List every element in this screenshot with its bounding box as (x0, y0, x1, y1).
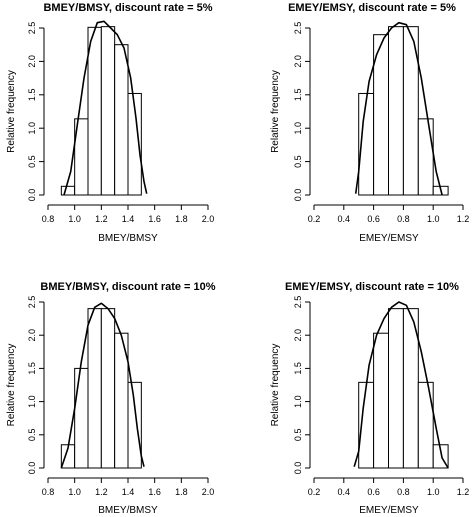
y-tick-label: 2.0 (27, 55, 37, 68)
y-tick-label: 2.0 (293, 55, 303, 68)
x-tick-label: 0.2 (308, 214, 321, 224)
x-tick-label: 1.2 (95, 214, 108, 224)
y-tick-label: 1.0 (293, 122, 303, 135)
y-tick-label: 0.0 (27, 462, 37, 475)
x-axis-label: BMEY/BMSY (98, 505, 158, 516)
y-tick-label: 0.0 (293, 462, 303, 475)
histogram-bar (100, 26, 116, 196)
density-curve (63, 20, 148, 196)
y-tick-label: 2.0 (293, 329, 303, 342)
density-curve (354, 21, 443, 196)
x-tick-label: 1.8 (175, 214, 188, 224)
y-tick-label: 2.0 (27, 329, 37, 342)
y-tick-label: 1.5 (27, 362, 37, 375)
x-tick-label: 1.0 (68, 214, 81, 224)
y-tick-label: 2.5 (293, 22, 303, 35)
y-tick-label: 0.0 (27, 189, 37, 202)
histogram-bar (87, 308, 102, 469)
chart-title: EMEY/EMSY, discount rate = 10% (285, 281, 459, 293)
x-axis-label: EMEY/EMSY (359, 505, 419, 516)
histogram-bar (87, 26, 102, 196)
y-tick-label: 0.5 (293, 155, 303, 168)
y-tick-label: 2.5 (27, 296, 37, 309)
y-tick-label: 1.0 (293, 395, 303, 408)
x-tick-label: 0.8 (397, 487, 410, 497)
y-tick-label: 1.0 (27, 122, 37, 135)
x-tick-label: 2.0 (202, 487, 215, 497)
y-tick-label: 0.5 (27, 155, 37, 168)
histogram-bar (417, 381, 434, 469)
y-axis-label: Relative frequency (270, 70, 281, 153)
x-tick-label: 1.4 (122, 214, 135, 224)
y-axis-label: Relative frequency (270, 344, 281, 427)
x-tick-label: 2.0 (202, 214, 215, 224)
histogram-bar (417, 118, 434, 196)
y-tick-label: 1.0 (27, 395, 37, 408)
y-tick-label: 0.5 (293, 429, 303, 442)
x-tick-label: 0.8 (42, 487, 55, 497)
x-tick-label: 0.8 (42, 214, 55, 224)
y-tick-label: 1.5 (27, 89, 37, 102)
x-tick-label: 1.2 (95, 487, 108, 497)
histogram-bar (388, 26, 404, 196)
y-tick-label: 2.5 (293, 296, 303, 309)
density-curve (353, 301, 449, 469)
histogram-bar (127, 92, 142, 196)
x-tick-label: 0.4 (338, 487, 351, 497)
x-tick-label: 1.0 (427, 487, 440, 497)
y-axis-label: Relative frequency (6, 344, 17, 427)
x-tick-label: 0.8 (397, 214, 410, 224)
chart-panel-1: BMEY/BMSY, discount rate = 5% 0.8 1.0 1.2 1.… (6, 2, 214, 244)
y-tick-label: 0.0 (293, 189, 303, 202)
y-tick-label: 1.5 (293, 362, 303, 375)
histogram-bar (127, 381, 142, 469)
x-tick-label: 1.2 (457, 214, 470, 224)
x-tick-label: 1.8 (175, 487, 188, 497)
x-tick-label: 0.4 (338, 214, 351, 224)
x-tick-label: 1.6 (148, 214, 161, 224)
x-tick-label: 1.0 (68, 487, 81, 497)
x-tick-label: 0.6 (367, 214, 380, 224)
chart-panel-2: EMEY/EMSY, discount rate = 5% 0.2 0.4 0.6 0.… (270, 2, 469, 244)
chart-title: BMEY/BMSY, discount rate = 5% (43, 2, 212, 14)
chart-panel-4: EMEY/EMSY, discount rate = 10% 0.2 0.4 0.6 0… (270, 281, 469, 516)
histogram-bar (100, 308, 116, 469)
histogram-bar (114, 44, 129, 196)
y-tick-label: 2.5 (27, 22, 37, 35)
x-tick-label: 1.2 (457, 487, 470, 497)
chart-title: EMEY/EMSY, discount rate = 5% (288, 2, 456, 14)
x-tick-label: 0.2 (308, 487, 321, 497)
x-tick-label: 1.4 (122, 487, 135, 497)
y-tick-label: 1.5 (293, 89, 303, 102)
y-tick-label: 0.5 (27, 429, 37, 442)
histogram-bar (388, 308, 404, 469)
chart-panel-3: BMEY/BMSY, discount rate = 10% 0.8 1.0 1.2 1… (6, 281, 216, 516)
y-axis-label: Relative frequency (6, 70, 17, 153)
histogram-bar (402, 26, 419, 196)
x-tick-label: 1.6 (148, 487, 161, 497)
chart-title: BMEY/BMSY, discount rate = 10% (40, 281, 215, 293)
histogram-bar (74, 367, 89, 469)
histogram-bar (60, 185, 76, 196)
x-axis-label: EMEY/EMSY (359, 233, 419, 244)
histogram-bar (373, 332, 390, 469)
x-tick-label: 0.6 (367, 487, 380, 497)
density-curve (60, 302, 145, 469)
x-axis-label: BMEY/BMSY (98, 233, 158, 244)
x-tick-label: 1.0 (427, 214, 440, 224)
